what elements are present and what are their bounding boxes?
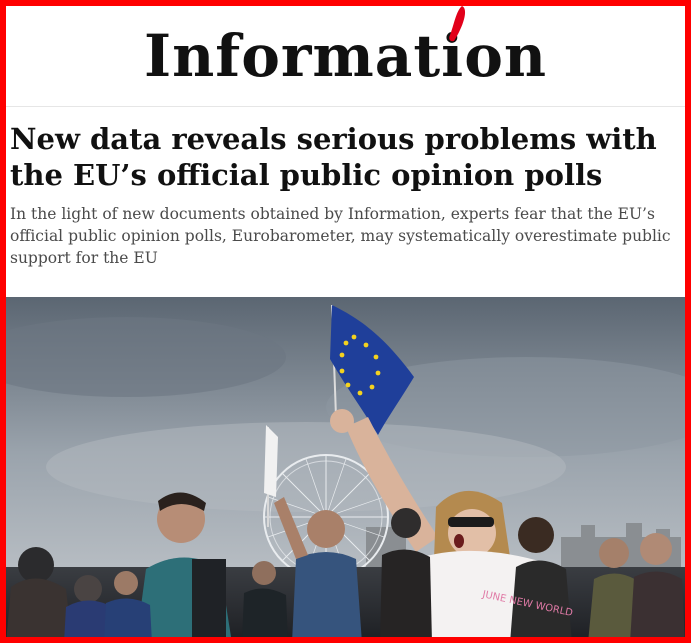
protest-photo-illustration: JUNE NEW WORLD	[6, 297, 685, 637]
placard	[264, 425, 278, 527]
article-headline[interactable]: New data reveals serious problems with t…	[10, 122, 657, 192]
crowd	[6, 409, 685, 637]
site-logo[interactable]: Information	[144, 6, 547, 85]
eu-flag	[330, 304, 414, 435]
masthead: Information	[6, 6, 685, 107]
article-standfirst: In the light of new documents obtained b…	[10, 205, 671, 267]
logo-text: Information	[143, 22, 548, 90]
article-photo[interactable]: JUNE NEW WORLD	[6, 297, 685, 637]
logo-accent-icon	[449, 6, 466, 42]
